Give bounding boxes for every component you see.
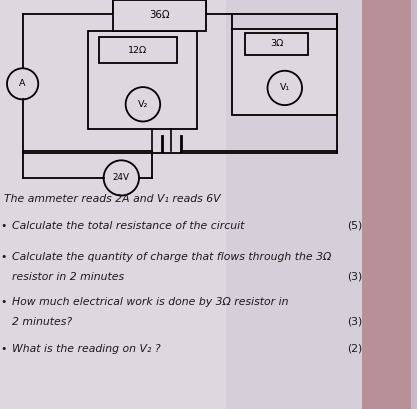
Text: What is the reading on V₂ ?: What is the reading on V₂ ?: [13, 344, 161, 353]
Text: •: •: [0, 344, 6, 353]
Bar: [99, 37, 177, 63]
Text: 36Ω: 36Ω: [149, 10, 170, 20]
Text: (2): (2): [347, 344, 362, 353]
Text: Calculate the quantity of charge that flows through the 3Ω: Calculate the quantity of charge that fl…: [13, 252, 332, 261]
Text: 12Ω: 12Ω: [128, 45, 147, 55]
Text: (3): (3): [347, 272, 362, 282]
Text: 24V: 24V: [113, 173, 130, 182]
Bar: [226, 0, 362, 409]
Text: A: A: [19, 79, 26, 88]
Bar: [245, 33, 309, 55]
Bar: [113, 0, 206, 31]
Text: V₂: V₂: [138, 100, 148, 109]
Bar: [362, 0, 411, 409]
Text: resistor in 2 minutes: resistor in 2 minutes: [13, 272, 124, 282]
Text: The ammeter reads 2A and V₁ reads 6V: The ammeter reads 2A and V₁ reads 6V: [4, 194, 221, 204]
Text: 2 minutes?: 2 minutes?: [13, 317, 73, 327]
Text: How much electrical work is done by 3Ω resistor in: How much electrical work is done by 3Ω r…: [13, 297, 289, 306]
Text: 3Ω: 3Ω: [270, 39, 283, 49]
Text: •: •: [0, 297, 6, 306]
Bar: [0, 0, 362, 409]
Text: V₁: V₁: [280, 83, 290, 92]
Text: •: •: [0, 221, 6, 231]
Text: (3): (3): [347, 317, 362, 327]
Text: Calculate the total resistance of the circuit: Calculate the total resistance of the ci…: [13, 221, 245, 231]
Bar: [88, 31, 197, 129]
Text: •: •: [0, 252, 6, 261]
Bar: [232, 29, 337, 115]
Text: (5): (5): [347, 221, 362, 231]
